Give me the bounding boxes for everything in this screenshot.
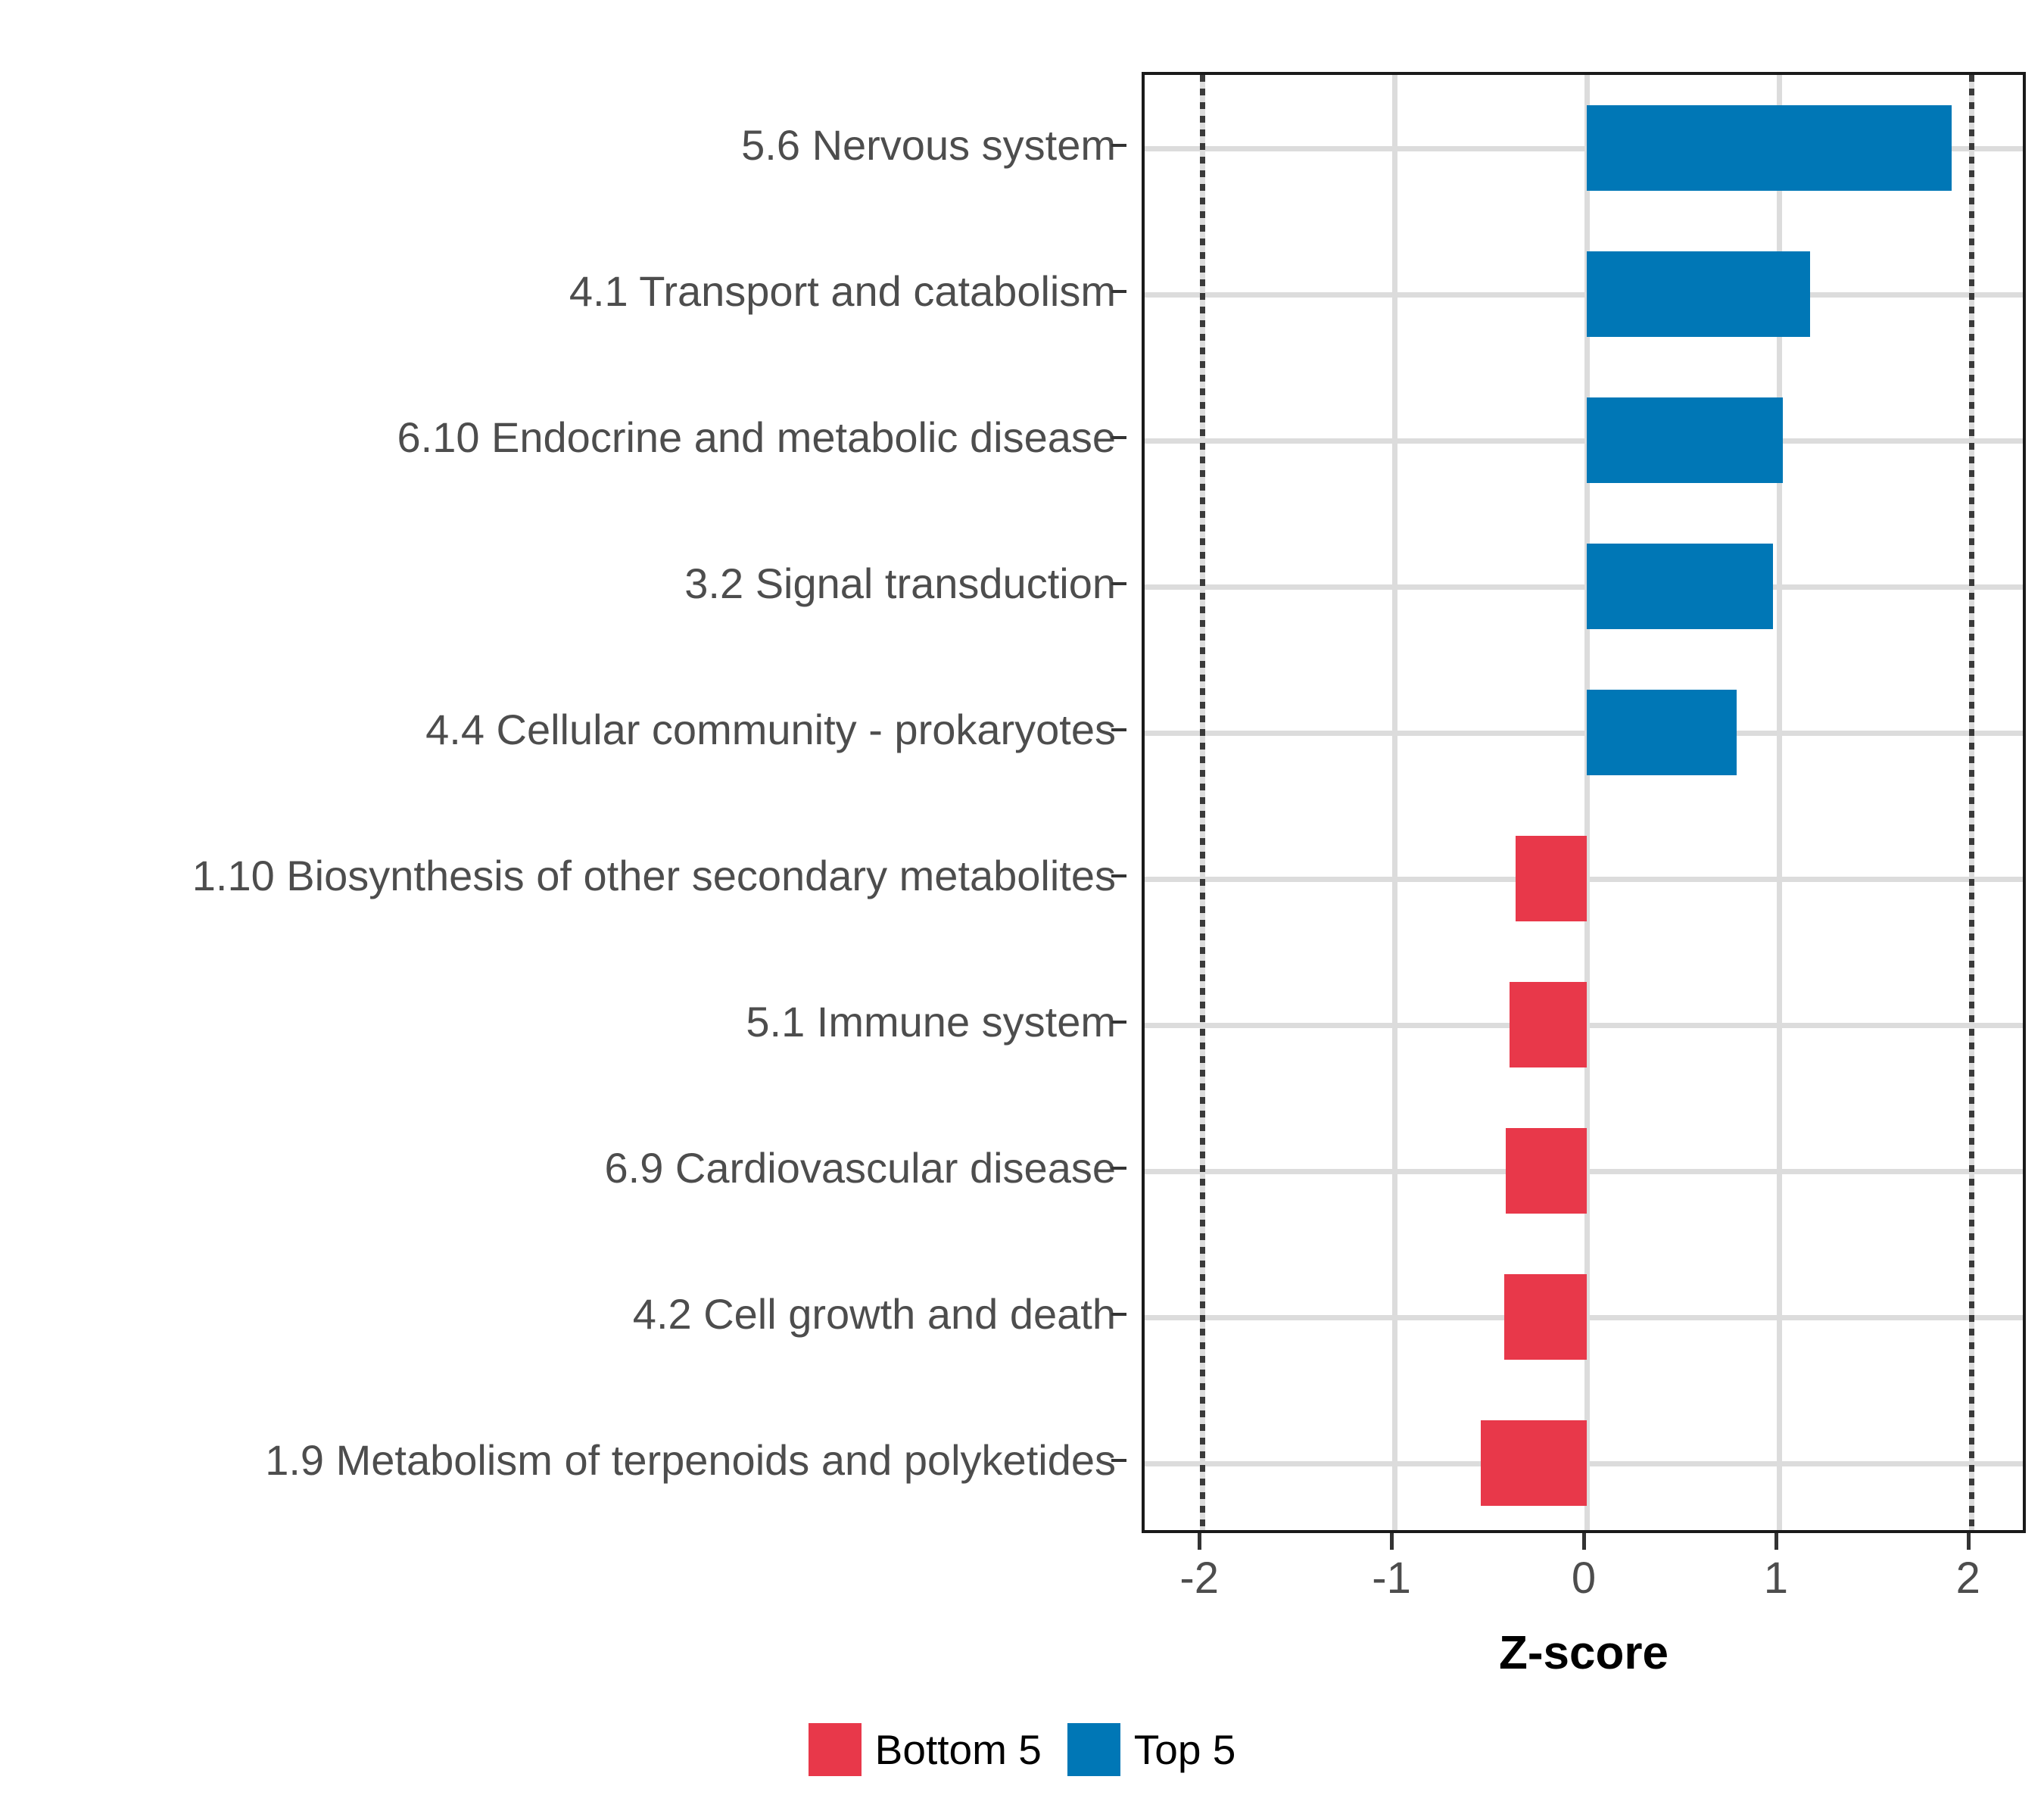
bar (1587, 397, 1783, 483)
legend-swatch (1067, 1723, 1120, 1776)
bar (1587, 105, 1952, 191)
y-axis-tick-label: 6.9 Cardiovascular disease (604, 1144, 1116, 1192)
x-axis-tick-label: -2 (1179, 1554, 1219, 1603)
y-gridline (1145, 584, 2023, 590)
legend-item[interactable]: Bottom 5 (808, 1723, 1042, 1776)
y-axis-label-row: 4.2 Cell growth and death (0, 1241, 1126, 1387)
legend-swatch (808, 1723, 862, 1776)
y-axis-labels: 5.6 Nervous system 4.1 Transport and cata… (0, 72, 1126, 1533)
y-axis-tick-label: 5.6 Nervous system (741, 121, 1116, 169)
y-axis-tick-mark (1111, 1166, 1126, 1170)
y-axis-label-row: 6.10 Endocrine and metabolic disease (0, 364, 1126, 510)
y-axis-tick-mark (1111, 435, 1126, 439)
y-gridline (1145, 145, 2023, 151)
x-axis-tick-mark (1966, 1533, 1971, 1550)
y-axis-label-row: 5.1 Immune system (0, 949, 1126, 1095)
bar (1481, 1420, 1587, 1506)
bar (1510, 982, 1587, 1067)
chart-legend: Bottom 5 Top 5 (0, 1723, 2044, 1776)
x-axis-tick-label: 0 (1571, 1554, 1597, 1603)
y-axis-tick-mark (1111, 143, 1126, 147)
y-axis-tick-label: 5.1 Immune system (746, 998, 1116, 1046)
y-axis-label-row: 1.10 Biosynthesis of other secondary met… (0, 803, 1126, 949)
y-axis-tick-mark (1111, 289, 1126, 293)
y-gridline (1145, 730, 2023, 736)
x-axis-tick-mark (1582, 1533, 1586, 1550)
y-axis-tick-label: 6.10 Endocrine and metabolic disease (397, 413, 1116, 461)
bar (1503, 1274, 1587, 1360)
bar (1587, 251, 1810, 337)
y-axis-label-row: 4.1 Transport and catabolism (0, 218, 1126, 364)
y-axis-tick-label: 1.10 Biosynthesis of other secondary met… (192, 852, 1116, 899)
x-axis-tick-label: -1 (1372, 1554, 1411, 1603)
x-axis-tick-mark (1774, 1533, 1778, 1550)
y-axis-tick-label: 4.2 Cell growth and death (632, 1290, 1116, 1338)
y-axis-tick-mark (1111, 874, 1126, 877)
x-axis: -2 -1 0 1 2 (1142, 1533, 2026, 1647)
y-axis-label-row: 6.9 Cardiovascular disease (0, 1095, 1126, 1241)
bar (1587, 690, 1737, 775)
y-axis-tick-mark (1111, 1312, 1126, 1316)
y-axis-tick-mark (1111, 728, 1126, 731)
x-gridline (1776, 75, 1782, 1530)
legend-item[interactable]: Top 5 (1067, 1723, 1236, 1776)
bar (1516, 836, 1587, 921)
x-axis-tick-mark (1198, 1533, 1202, 1550)
x-axis-tick-label: 2 (1955, 1554, 1980, 1603)
y-gridline (1145, 291, 2023, 298)
y-axis-label-row: 1.9 Metabolism of terpenoids and polyket… (0, 1387, 1126, 1533)
x-gridline (1584, 75, 1590, 1530)
y-axis-label-row: 3.2 Signal transduction (0, 510, 1126, 656)
bar (1506, 1128, 1587, 1214)
reference-line (1968, 75, 1974, 1530)
y-gridline (1145, 438, 2023, 444)
x-axis-tick-mark (1390, 1533, 1394, 1550)
y-axis-tick-label: 3.2 Signal transduction (684, 559, 1116, 607)
y-axis-tick-label: 4.4 Cellular community - prokaryotes (425, 706, 1116, 753)
legend-label: Bottom 5 (874, 1726, 1042, 1773)
reference-line (1200, 75, 1206, 1530)
y-axis-tick-label: 4.1 Transport and catabolism (569, 267, 1116, 315)
y-axis-tick-mark (1111, 581, 1126, 585)
x-axis-title: Z-score (1499, 1627, 1669, 1679)
plot-panel (1142, 72, 2026, 1533)
legend-label: Top 5 (1133, 1726, 1236, 1773)
x-gridline (1392, 75, 1398, 1530)
y-axis-tick-label: 1.9 Metabolism of terpenoids and polyket… (265, 1436, 1116, 1484)
bar (1587, 544, 1774, 629)
x-axis-tick-label: 1 (1763, 1554, 1789, 1603)
y-axis-label-row: 5.6 Nervous system (0, 72, 1126, 218)
y-axis-label-row: 4.4 Cellular community - prokaryotes (0, 656, 1126, 803)
y-axis-tick-mark (1111, 1458, 1126, 1462)
y-axis-tick-mark (1111, 1020, 1126, 1024)
